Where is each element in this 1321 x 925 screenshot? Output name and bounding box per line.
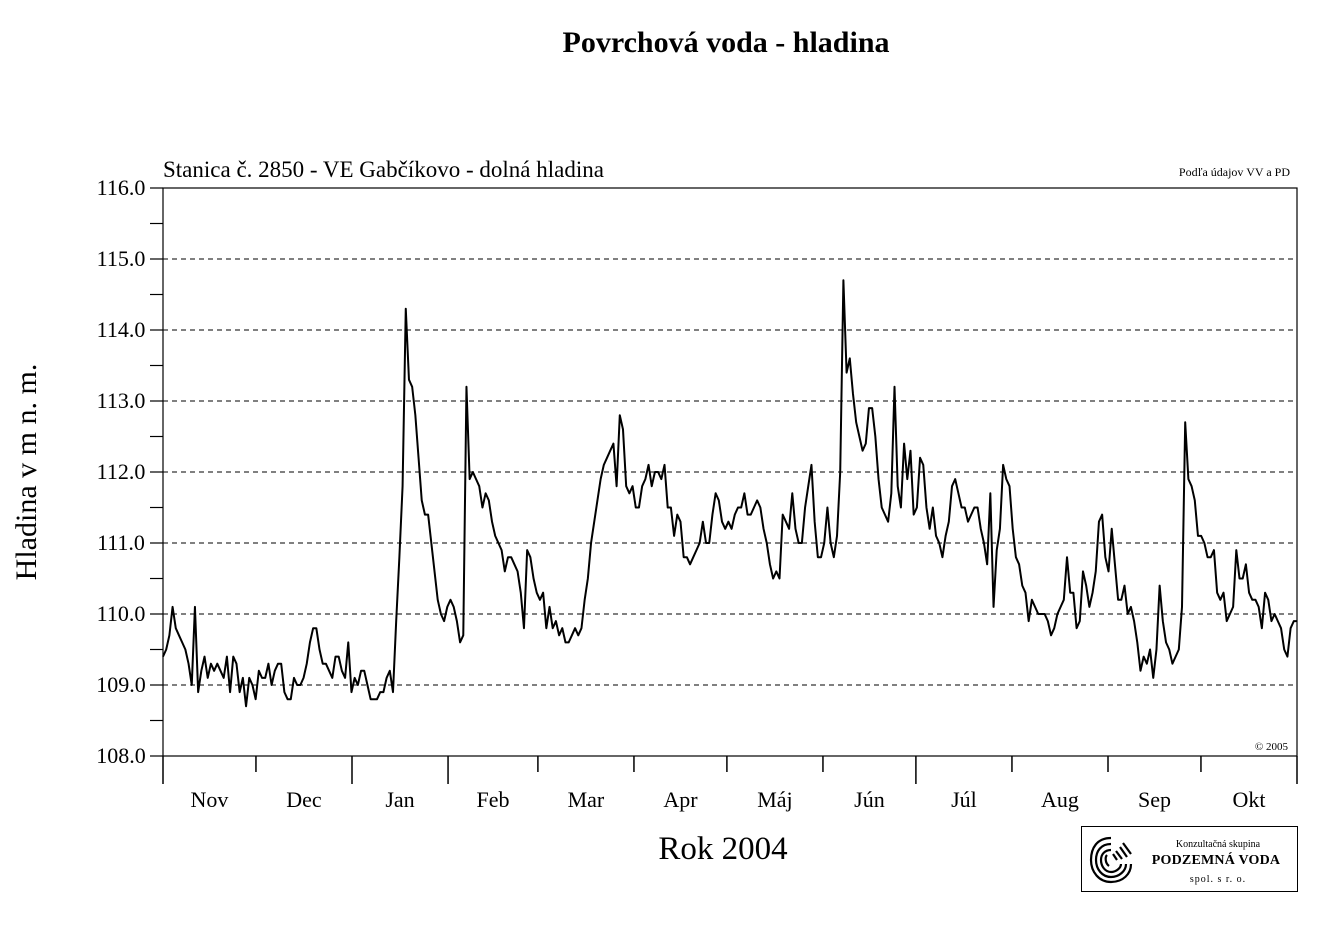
y-tick-label: 111.0 — [97, 530, 145, 555]
month-label: Máj — [757, 787, 792, 812]
logo-line-1: Konzultačná skupina — [1175, 839, 1261, 850]
month-label: Aug — [1041, 787, 1079, 812]
series-line — [162, 279, 1297, 708]
y-tick-label: 110.0 — [97, 601, 146, 626]
y-tick-label: 109.0 — [96, 672, 146, 697]
chart-subtitle: Stanica č. 2850 - VE Gabčíkovo - dolná h… — [163, 157, 604, 182]
y-tick-label: 112.0 — [97, 459, 146, 484]
month-label: Sep — [1138, 787, 1171, 812]
axes — [150, 187, 1298, 784]
company-logo: Konzultačná skupina PODZEMNÁ VODA spol. … — [1081, 826, 1298, 892]
month-label: Okt — [1232, 787, 1265, 812]
y-axis-label: Hladina v m n. m. — [10, 364, 43, 581]
source-note: Podľa údajov VV a PD — [1179, 165, 1290, 179]
logo-company-name: PODZEMNÁ VODA — [1151, 853, 1281, 868]
y-tick-label: 116.0 — [97, 175, 146, 200]
month-labels: Nov Dec Jan Feb Mar Apr Máj Jún Júl Aug Sep Okt — [191, 787, 1266, 812]
logo-line-3: spol. s r. o. — [1189, 874, 1247, 885]
month-label: Jan — [385, 787, 414, 812]
y-tick-labels: 108.0 109.0 110.0 111.0 112.0 113.0 114.0 115.0… — [96, 175, 146, 768]
grid-lines — [163, 258, 1297, 686]
month-label: Júl — [951, 787, 977, 812]
month-label: Feb — [476, 787, 509, 812]
month-label: Nov — [191, 787, 229, 812]
y-tick-label: 115.0 — [97, 246, 146, 271]
month-label: Jún — [854, 787, 885, 812]
series-layer — [162, 279, 1297, 708]
y-tick-label: 113.0 — [97, 388, 146, 413]
podzemna-voda-logo-icon — [1089, 836, 1133, 884]
month-label: Dec — [286, 787, 322, 812]
month-label: Mar — [568, 787, 605, 812]
month-label: Apr — [663, 787, 698, 812]
copyright-note: © 2005 — [1255, 741, 1289, 753]
y-tick-label: 114.0 — [97, 317, 146, 342]
x-axis-label: Rok 2004 — [658, 831, 787, 867]
chart-title: Povrchová voda - hladina — [563, 26, 890, 59]
y-tick-label: 108.0 — [96, 743, 146, 768]
